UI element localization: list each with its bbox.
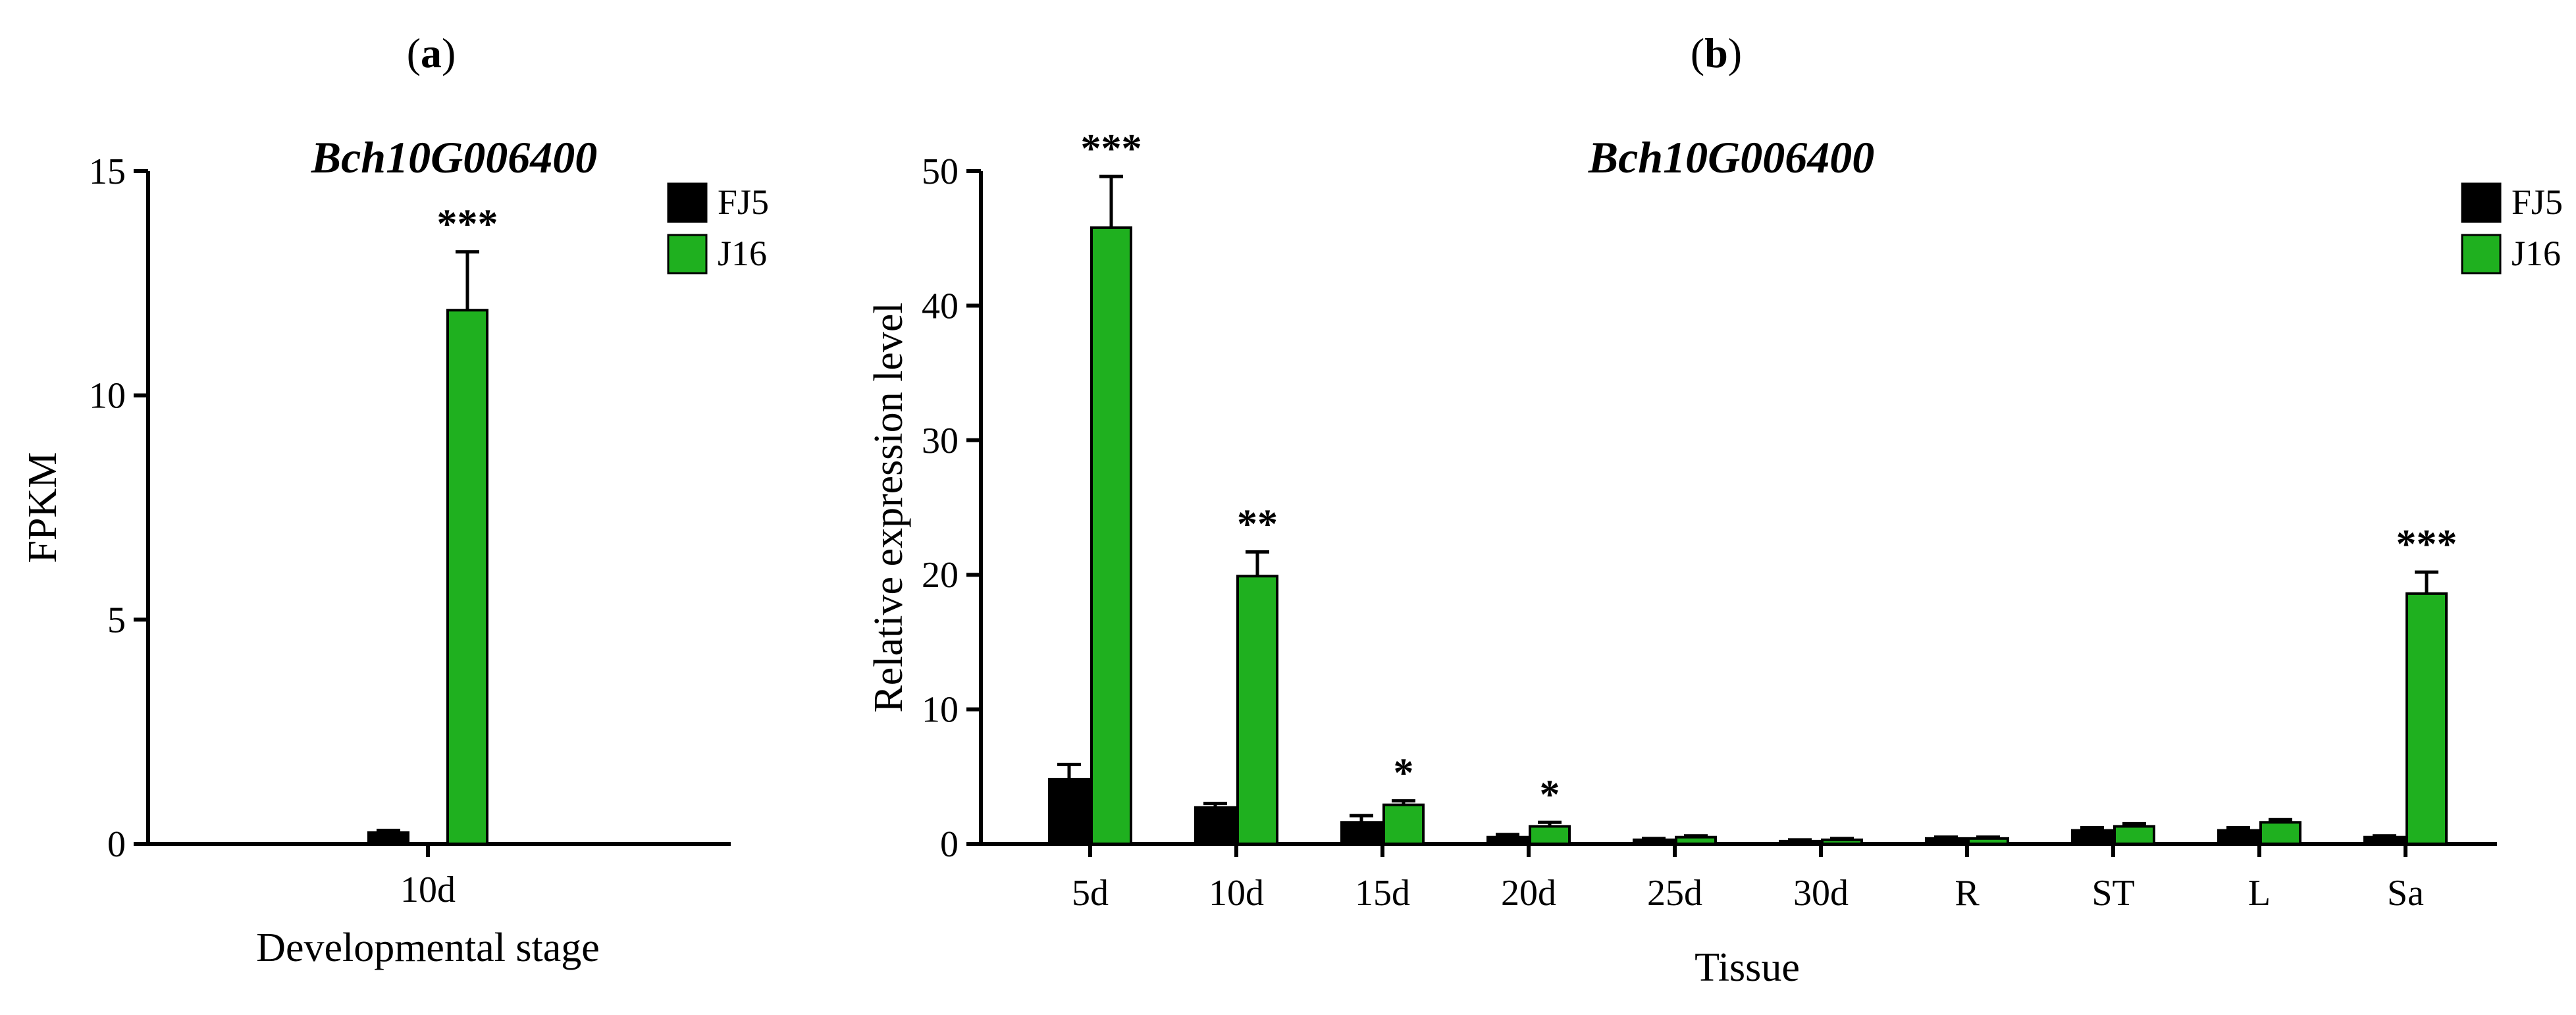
legend-label: J16 xyxy=(2511,234,2561,273)
bar-j16-l xyxy=(2259,821,2301,846)
bar-j16-15d xyxy=(1382,803,1425,845)
y-tick-label: 10 xyxy=(922,690,959,731)
x-tick-label: 15d xyxy=(1355,873,1410,914)
y-tick-label: 15 xyxy=(89,151,126,192)
legend-swatch-j16 xyxy=(667,234,708,274)
y-tick-label: 0 xyxy=(940,824,959,865)
bar-fj5-15d xyxy=(1340,821,1382,846)
bar-fj5-5d xyxy=(1048,777,1090,845)
x-tick-label: 10d xyxy=(400,870,456,910)
bar-fj5-30d xyxy=(1779,839,1821,845)
x-tick-label: 25d xyxy=(1647,873,1702,914)
bar-fj5-10d xyxy=(1194,806,1236,846)
y-tick-label: 50 xyxy=(922,151,959,192)
chart-b: Bch10G006400 0 10 20 30 40 50 Relative expressi… xyxy=(866,126,2563,990)
bar-j16-sa xyxy=(2405,592,2448,845)
x-tick-label: ST xyxy=(2091,873,2134,914)
legend-label: FJ5 xyxy=(2511,182,2563,222)
x-tick-label: 20d xyxy=(1501,873,1556,914)
bar-fj5-r xyxy=(1925,837,1967,845)
legend-swatch-j16 xyxy=(2461,234,2502,274)
significance-marker: * xyxy=(1540,772,1560,817)
bar-j16-5d xyxy=(1090,226,1132,845)
y-tick-label: 10 xyxy=(89,376,126,417)
bar-fj5-20d xyxy=(1486,835,1529,846)
x-tick-label: 30d xyxy=(1793,873,1849,914)
chart-title: Bch10G006400 xyxy=(311,132,597,182)
chart-a: Bch10G006400 0 5 10 15 FPKM Developmental stag… xyxy=(20,132,769,970)
bar-fj5-25d xyxy=(1633,838,1675,846)
x-tick-label: R xyxy=(1955,873,1980,914)
x-tick-label: 5d xyxy=(1072,873,1109,914)
significance-marker: *** xyxy=(1081,126,1142,171)
bar-j16-20d xyxy=(1529,825,1571,845)
y-tick-label: 0 xyxy=(107,824,126,865)
y-tick-label: 20 xyxy=(922,555,959,596)
significance-marker: * xyxy=(1394,751,1414,796)
x-tick-label: 10d xyxy=(1209,873,1264,914)
y-axis-label: FPKM xyxy=(20,452,65,563)
x-tick-label: L xyxy=(2248,873,2271,914)
y-tick-label: 40 xyxy=(922,286,959,326)
bar-j16-25d xyxy=(1675,835,1717,846)
legend-label: FJ5 xyxy=(718,182,769,222)
y-tick-label: 5 xyxy=(107,600,126,640)
panel-label-a: (a) xyxy=(407,30,456,76)
y-tick-label: 30 xyxy=(922,421,959,461)
bar-fj5-st xyxy=(2071,829,2113,846)
bar-j16-r xyxy=(1967,837,2009,845)
significance-marker: *** xyxy=(437,202,498,247)
y-axis-label: Relative expression level xyxy=(866,302,911,712)
x-tick-label: Sa xyxy=(2387,873,2424,914)
significance-marker: ** xyxy=(1237,502,1278,546)
significance-marker: *** xyxy=(2396,522,2458,567)
legend-swatch-fj5 xyxy=(667,182,708,223)
x-axis-label: Tissue xyxy=(1695,945,1800,990)
bar-fj5-l xyxy=(2217,829,2259,846)
bar-fj5-10d xyxy=(367,831,409,846)
bar-j16-st xyxy=(2113,825,2155,845)
bar-j16-10d xyxy=(1236,575,1278,846)
bar-j16-10d xyxy=(446,309,488,846)
bar-j16-30d xyxy=(1821,838,1863,846)
x-axis-label: Developmental stage xyxy=(256,925,600,970)
legend-label: J16 xyxy=(718,234,767,273)
bar-fj5-sa xyxy=(2363,835,2405,846)
panel-label-b: (b) xyxy=(1691,30,1742,76)
chart-title: Bch10G006400 xyxy=(1588,132,1874,182)
legend-swatch-fj5 xyxy=(2461,182,2502,223)
